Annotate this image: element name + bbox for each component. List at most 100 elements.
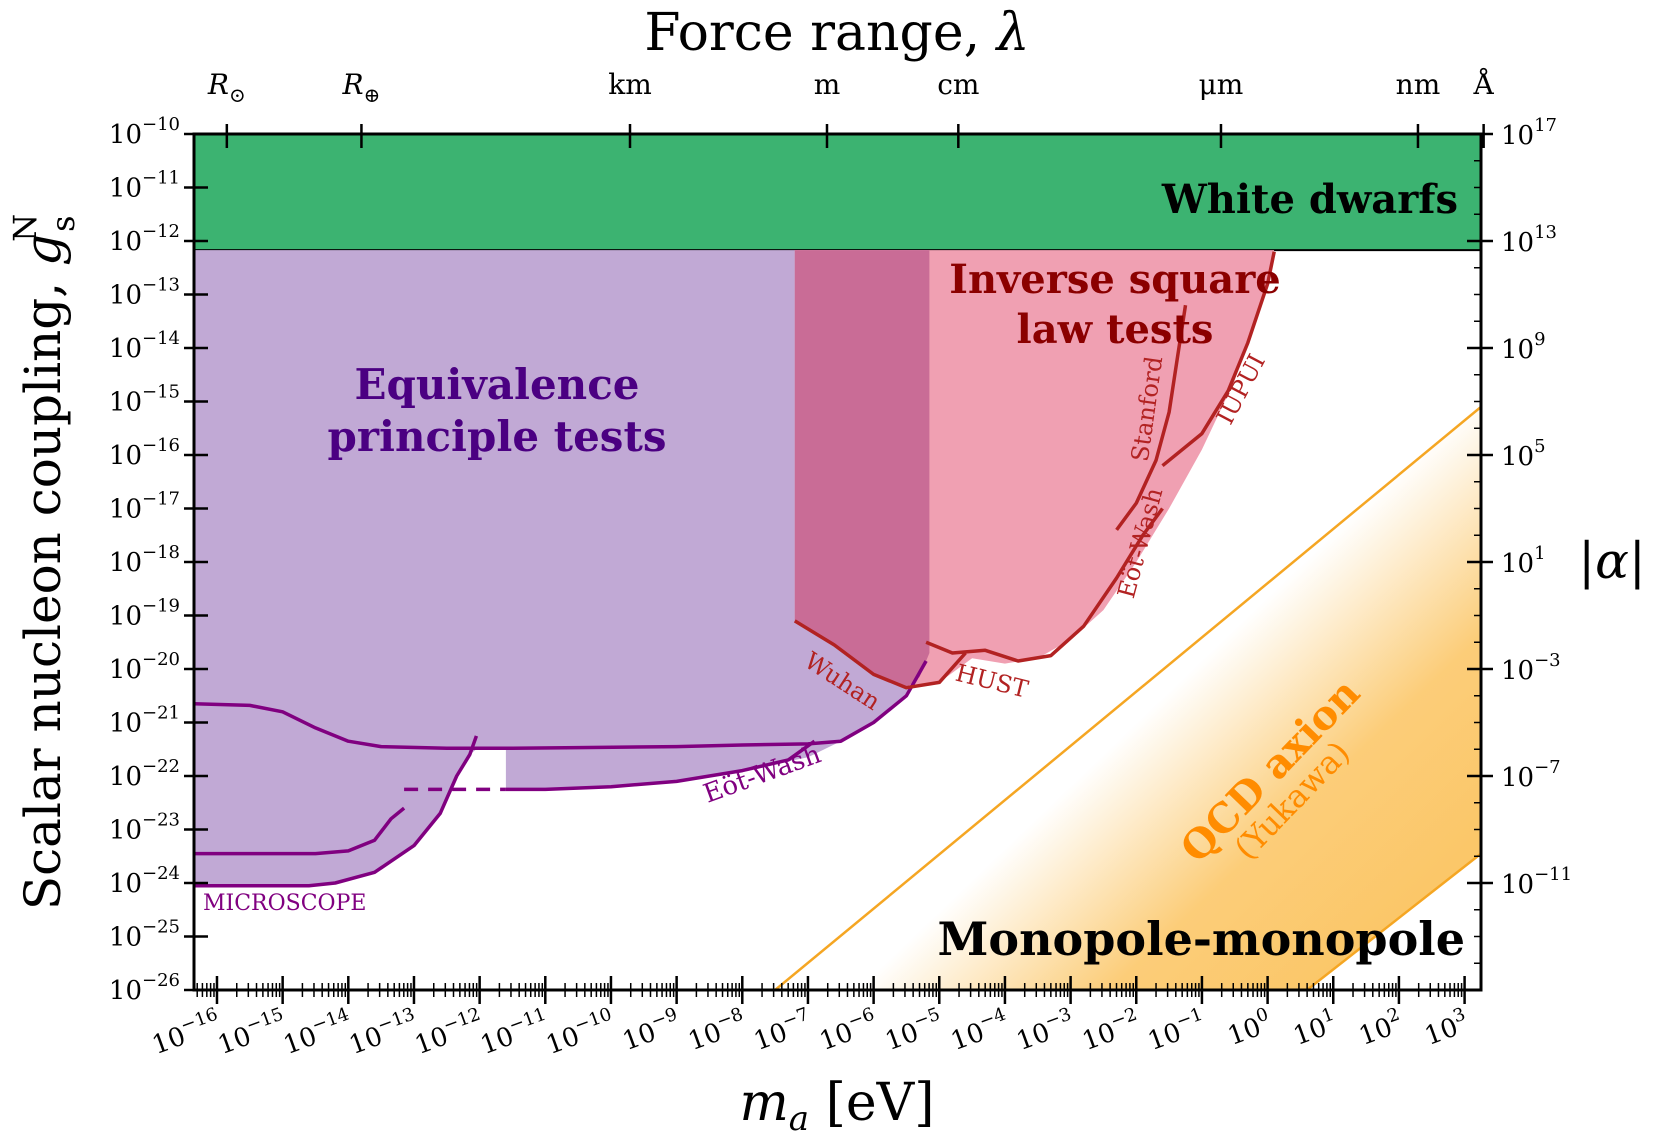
x-tick-exponent: −15: [243, 1004, 286, 1037]
right-tick-base: 10: [1501, 228, 1534, 258]
x-tick-label: 10−10: [541, 1004, 620, 1061]
x-tick-label: 10−3: [1011, 1004, 1079, 1057]
right-tick-base: 10: [1501, 656, 1534, 686]
right-tick-exponent: −3: [1534, 650, 1561, 671]
x-tick-label: 102: [1353, 1004, 1407, 1052]
top-tick-text: Å: [1473, 68, 1495, 101]
top-tick-label: Å: [1473, 68, 1495, 101]
right-tick-label: 1013: [1501, 222, 1557, 258]
top-tick-label: R⊙: [207, 68, 246, 107]
y-tick-base: 10: [109, 655, 142, 685]
top-tick-text: nm: [1396, 68, 1441, 101]
y-tick-label: 10−12: [109, 221, 180, 257]
x-tick-exponent: −1: [1173, 1004, 1205, 1033]
right-axis-title: |α|: [1578, 532, 1645, 590]
x-tick-exponent: −12: [440, 1004, 483, 1037]
x-tick-exponent: −7: [779, 1004, 811, 1033]
y-tick-base: 10: [109, 816, 142, 846]
y-tick-label: 10−10: [109, 114, 180, 150]
x-tick-label: 100: [1222, 1004, 1276, 1052]
y-tick-exponent: −10: [142, 114, 180, 135]
top-tick-symbol: ⊙: [229, 83, 246, 107]
x-tick-label: 10−2: [1077, 1004, 1145, 1057]
right-tick-label: 10−11: [1501, 864, 1572, 900]
x-tick-exponent: −14: [309, 1004, 352, 1037]
right-tick-base: 10: [1501, 549, 1534, 579]
y-tick-base: 10: [109, 334, 142, 364]
right-tick-base: 10: [1501, 442, 1534, 472]
y-tick-label: 10−21: [109, 703, 180, 739]
x-tick-label: 10−5: [880, 1004, 948, 1057]
x-tick-label: 101: [1288, 1004, 1342, 1052]
y-tick-exponent: −12: [142, 221, 180, 242]
x-tick-exponent: −9: [648, 1004, 680, 1033]
top-tick-symbol: ⊕: [364, 83, 381, 107]
x-tick-exponent: −3: [1042, 1004, 1074, 1033]
microscope-label: MICROSCOPE: [203, 891, 366, 916]
hust-label: HUST: [953, 659, 1031, 704]
curve-stanford: [1115, 304, 1188, 531]
top-tick-label: μm: [1199, 68, 1244, 101]
x-tick-exponent: −2: [1108, 1004, 1140, 1033]
y-tick-exponent: −17: [142, 489, 180, 510]
y-tick-label: 10−18: [109, 542, 180, 578]
right-tick-exponent: −7: [1534, 757, 1561, 778]
curve-microscope: [194, 660, 928, 750]
y-tick-base: 10: [109, 174, 142, 204]
y-tick-label: 10−24: [109, 863, 180, 899]
x-tick-exponent: −11: [506, 1004, 549, 1037]
top-tick-text: m: [814, 68, 841, 101]
y-tick-exponent: −15: [142, 382, 180, 403]
constraint-regions: [194, 134, 1481, 990]
top-tick-text: μm: [1199, 68, 1244, 101]
isl-label-line2: law tests: [1017, 306, 1214, 353]
y-tick-exponent: −13: [142, 275, 180, 296]
x-tick-label: 10−1: [1142, 1004, 1210, 1057]
y-tick-label: 10−13: [109, 275, 180, 311]
y-tick-base: 10: [109, 602, 142, 632]
y-tick-label: 10−22: [109, 756, 180, 792]
top-tick-label: R⊕: [342, 68, 381, 107]
y-tick-base: 10: [109, 495, 142, 525]
limit-curves: [194, 251, 1276, 888]
y-tick-exponent: −19: [142, 596, 180, 617]
top-tick-text: km: [608, 68, 652, 101]
region-qcd-axion: [775, 406, 1481, 990]
region-white-dwarfs: [194, 134, 1481, 251]
right-tick-exponent: −11: [1534, 864, 1572, 885]
x-tick-label: 10−9: [617, 1004, 685, 1057]
y-tick-base: 10: [109, 762, 142, 792]
y-tick-label: 10−15: [109, 382, 180, 418]
right-tick-label: 109: [1501, 329, 1546, 365]
right-tick-base: 10: [1501, 335, 1534, 365]
curve-eöt-wash: [505, 739, 816, 792]
y-tick-base: 10: [109, 709, 142, 739]
qcd-band-edge-1: [1306, 852, 1481, 990]
y-tick-exponent: −14: [142, 328, 180, 349]
x-tick-label: 10−6: [814, 1004, 882, 1057]
y-tick-exponent: −21: [142, 703, 180, 724]
x-tick-exponent: −16: [178, 1004, 221, 1037]
right-tick-label: 101: [1501, 543, 1546, 579]
y-tick-base: 10: [109, 227, 142, 257]
x-tick-exponent: −4: [976, 1004, 1008, 1033]
top-axis-title: Force range, λ: [644, 3, 1029, 63]
right-tick-base: 10: [1501, 870, 1534, 900]
curve-wuhan: [793, 619, 967, 690]
y-tick-exponent: −18: [142, 542, 180, 563]
y-tick-base: 10: [109, 548, 142, 578]
y-tick-exponent: −20: [142, 649, 180, 670]
y-tick-exponent: −25: [142, 917, 180, 938]
y-tick-label: 10−26: [109, 970, 180, 1006]
top-tick-label: cm: [937, 68, 979, 101]
top-tick-label: nm: [1396, 68, 1441, 101]
y-tick-exponent: −22: [142, 756, 180, 777]
x-tick-label: 10−7: [748, 1004, 816, 1057]
x-axis-title: ma [eV]: [739, 1073, 934, 1139]
y-tick-base: 10: [109, 388, 142, 418]
region-overlap: [794, 250, 930, 688]
monopole-label: Monopole-monopole: [938, 912, 1465, 966]
x-tick-label: 10−4: [945, 1004, 1013, 1057]
